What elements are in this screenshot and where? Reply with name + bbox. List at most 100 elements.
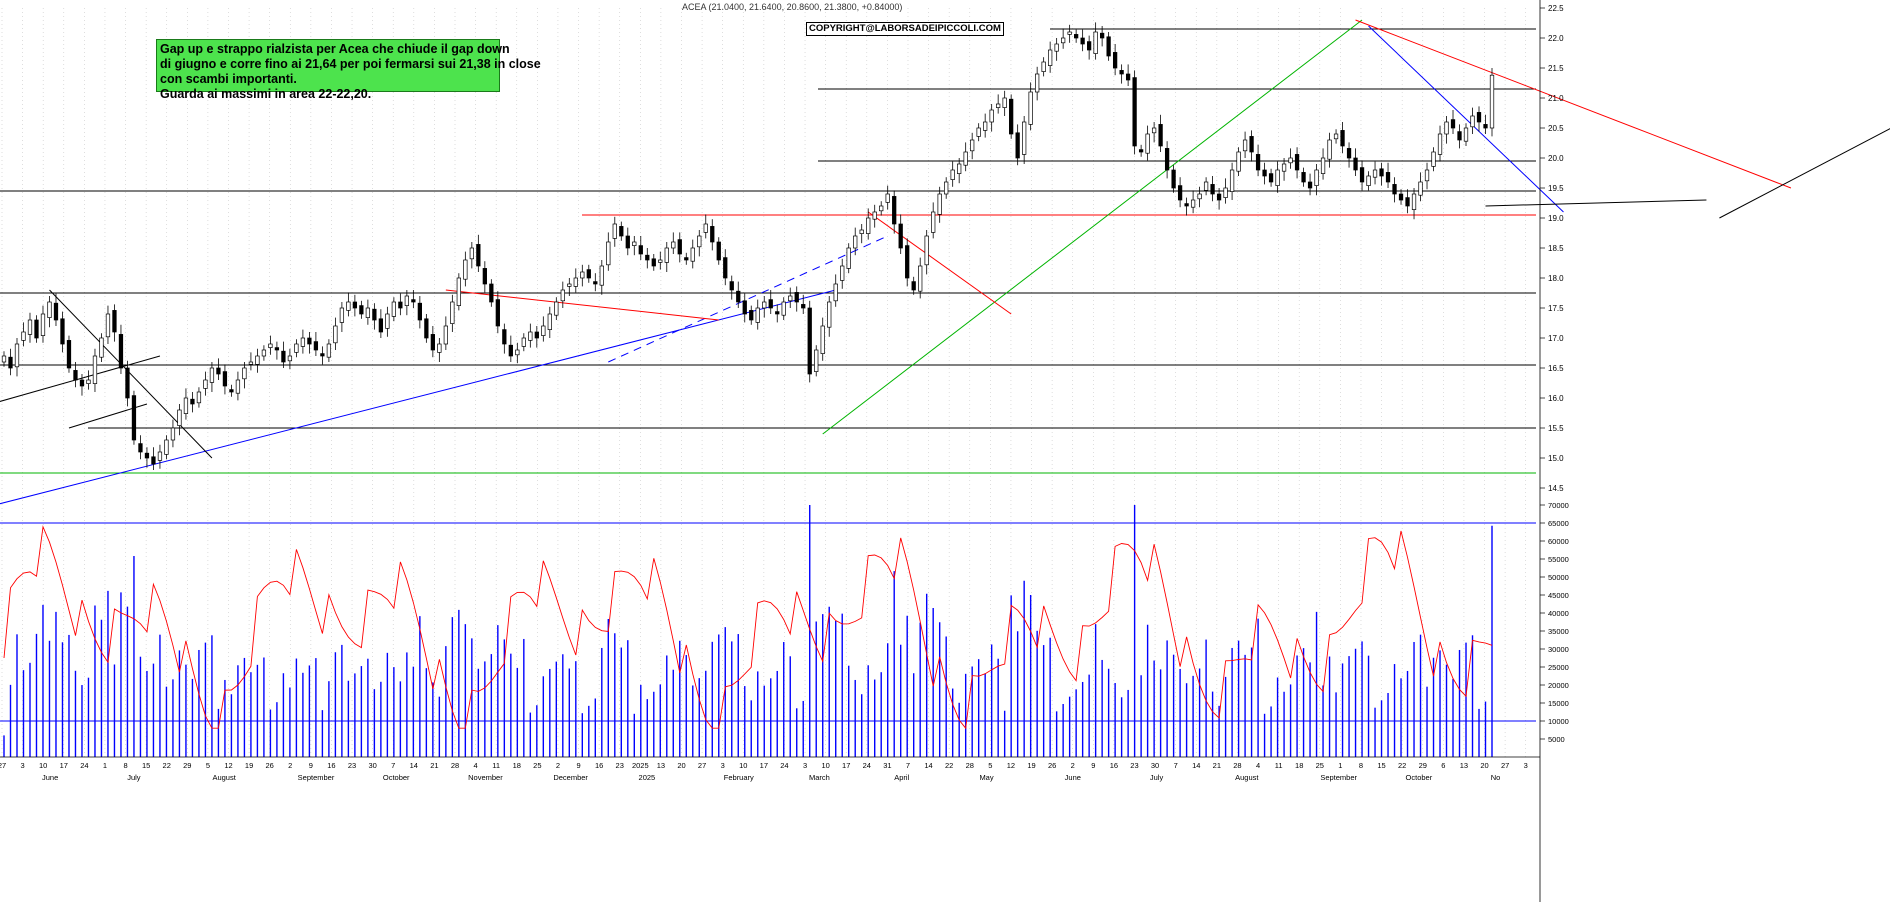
day-tick-label: 23 [348, 761, 356, 770]
candle-body [430, 334, 435, 351]
candle-body [1307, 181, 1313, 189]
candle-body [203, 379, 208, 389]
day-tick-label: 13 [657, 761, 665, 770]
price-tick-label: 21.5 [1548, 64, 1564, 73]
chart-title: ACEA (21.0400, 21.6400, 20.8600, 21.3800… [682, 2, 903, 12]
day-tick-label: 27 [0, 761, 6, 770]
black-trendline [1485, 199, 1707, 207]
candle-body [151, 456, 156, 465]
red-trendline [445, 289, 719, 321]
candle-body [1431, 151, 1436, 167]
candle-body [385, 313, 390, 329]
day-tick-label: 17 [60, 761, 68, 770]
candle-body [1028, 91, 1033, 125]
candle-body [1151, 127, 1157, 134]
day-tick-label: 19 [1027, 761, 1035, 770]
candle-body [515, 349, 520, 356]
candle-body [931, 211, 936, 233]
day-tick-label: 11 [492, 761, 500, 770]
day-tick-label: 7 [1174, 761, 1178, 770]
candle-body [21, 331, 26, 341]
candle-body [606, 241, 611, 266]
candle-body [508, 344, 513, 357]
price-tick-label: 20.5 [1548, 124, 1564, 133]
day-tick-label: 15 [1377, 761, 1385, 770]
candle-body [281, 350, 286, 363]
candle-body [157, 451, 163, 461]
candle-body [183, 397, 189, 414]
candle-body [450, 301, 455, 324]
volume-tick-label: 60000 [1548, 537, 1569, 546]
price-tick-label: 19.0 [1548, 214, 1564, 223]
candle-body [937, 193, 942, 215]
candle-body [352, 301, 358, 309]
candle-body [196, 391, 202, 404]
candle-body [573, 277, 578, 287]
candle-body [619, 226, 624, 237]
day-tick-label: 4 [473, 761, 477, 770]
candle-body [612, 223, 617, 239]
candle-body [320, 353, 325, 357]
candle-body [1359, 167, 1365, 183]
price-tick-label: 16.0 [1548, 394, 1564, 403]
trendlines [0, 19, 1890, 505]
candle-body [339, 307, 345, 323]
candle-body [1074, 34, 1079, 39]
candle-body [1450, 119, 1456, 129]
candle-body [255, 355, 260, 365]
candle-body [898, 223, 903, 249]
candle-body [1489, 74, 1495, 129]
price-axis: 14.5 15.0 15.5 16.0 16.5 17.0 17.5 18.0 18.5 19.0… [1539, 0, 1564, 902]
candle-body [242, 367, 247, 380]
candle-body [424, 318, 429, 339]
day-tick-label: 28 [451, 761, 459, 770]
day-tick-label: 25 [1316, 761, 1324, 770]
candle-body [911, 281, 916, 291]
price-tick-label: 19.5 [1548, 184, 1564, 193]
candle-body [1171, 169, 1176, 189]
price-tick-label: 21.0 [1548, 94, 1564, 103]
day-tick-label: 9 [309, 761, 313, 770]
time-axis: 2731017241815222951219262916233071421284… [0, 756, 1540, 782]
day-tick-label: 28 [966, 761, 974, 770]
candle-body [261, 349, 267, 357]
day-tick-label: 10 [739, 761, 747, 770]
day-tick-label: 21 [1213, 761, 1221, 770]
candle-body [398, 301, 403, 309]
candle-body [1470, 115, 1475, 128]
month-label: June [42, 773, 58, 782]
candle-body [807, 307, 812, 375]
candle-body [1288, 157, 1293, 164]
candle-body [1437, 133, 1443, 155]
candle-body [996, 103, 1001, 108]
day-tick-label: 14 [410, 761, 418, 770]
day-tick-label: 14 [924, 761, 932, 770]
candle-body [333, 325, 338, 344]
candle-body [1041, 61, 1046, 72]
month-label: September [1320, 773, 1357, 782]
candle-body [86, 379, 91, 384]
candle-body [846, 247, 851, 269]
candle-body [1132, 77, 1137, 147]
candle-body [1301, 172, 1306, 183]
month-label: August [212, 773, 236, 782]
candle-body [47, 301, 52, 318]
day-tick-label: 22 [1398, 761, 1406, 770]
day-tick-label: 30 [368, 761, 376, 770]
blue-trendline [1368, 25, 1564, 213]
note-line: Gap up e strappo rialzista per Acea che … [160, 42, 510, 56]
oscillator-series [3, 525, 1493, 730]
candle-body [170, 427, 176, 441]
day-tick-label: 19 [245, 761, 253, 770]
day-tick-label: 16 [1110, 761, 1118, 770]
candle-body [658, 259, 663, 263]
day-tick-label: 24 [80, 761, 88, 770]
candle-body [1275, 169, 1280, 186]
candle-body [775, 311, 780, 315]
vertical-gridlines [1, 8, 1527, 757]
candle-body [1223, 187, 1228, 198]
red-trendline [867, 211, 1012, 315]
candle-body [469, 247, 474, 260]
candle-body [697, 235, 702, 248]
candle-body [1366, 175, 1371, 186]
